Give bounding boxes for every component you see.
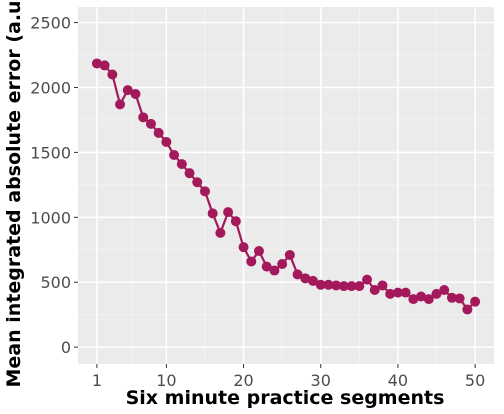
data-point — [354, 281, 365, 292]
data-point — [269, 265, 280, 276]
x-tick-label: 40 — [388, 371, 408, 390]
data-point — [323, 279, 334, 290]
data-point — [145, 118, 156, 129]
data-point — [369, 285, 380, 296]
data-point — [261, 261, 272, 272]
x-tick-label: 20 — [233, 371, 253, 390]
data-point — [253, 246, 264, 257]
data-point — [338, 281, 349, 292]
data-point — [130, 88, 141, 99]
data-point — [207, 208, 218, 219]
data-point — [223, 207, 234, 218]
x-axis-ticks — [96, 364, 476, 368]
data-point — [400, 287, 411, 298]
data-point — [169, 149, 180, 160]
data-point — [161, 137, 172, 148]
y-axis-title: Mean integrated absolute error (a.u.) — [3, 0, 25, 387]
data-point — [215, 227, 226, 238]
data-point — [470, 296, 481, 307]
y-tick-label: 500 — [40, 273, 71, 292]
data-point — [416, 291, 427, 302]
data-point — [346, 281, 357, 292]
data-point — [230, 216, 241, 227]
y-axis-tick-labels: 0 500 1000 1500 2000 2500 — [30, 14, 71, 358]
data-point — [377, 280, 388, 291]
data-point — [308, 275, 319, 286]
data-point — [176, 159, 187, 170]
data-point — [138, 112, 149, 123]
data-points — [91, 58, 481, 315]
data-point — [292, 269, 303, 280]
data-point — [277, 259, 288, 270]
x-tick-label: 50 — [465, 371, 485, 390]
plot-panel — [78, 7, 494, 364]
data-point — [238, 242, 249, 253]
x-tick-label: 10 — [156, 371, 176, 390]
y-tick-label: 1000 — [30, 208, 71, 227]
data-point — [99, 60, 110, 71]
data-point — [423, 294, 434, 305]
data-point — [284, 249, 295, 260]
y-tick-label: 0 — [61, 338, 71, 357]
x-axis-tick-labels: 1 10 20 30 40 50 — [92, 371, 485, 390]
data-point — [192, 177, 203, 188]
y-tick-label: 2000 — [30, 78, 71, 97]
data-point — [439, 285, 450, 296]
x-axis-title: Six minute practice segments — [126, 387, 445, 409]
data-point — [385, 288, 396, 299]
y-tick-label: 2500 — [30, 14, 71, 33]
data-point — [246, 256, 257, 267]
data-point — [431, 288, 442, 299]
data-point — [315, 279, 326, 290]
data-point — [362, 274, 373, 285]
y-axis-ticks — [74, 22, 78, 348]
data-point — [462, 304, 473, 315]
data-point — [199, 186, 210, 197]
data-point — [454, 293, 465, 304]
data-point — [446, 292, 457, 303]
data-point — [300, 273, 311, 284]
data-point — [122, 85, 133, 96]
data-point — [107, 69, 118, 80]
data-point — [91, 58, 102, 69]
data-point — [184, 168, 195, 179]
data-point — [331, 280, 342, 291]
x-tick-label: 30 — [311, 371, 331, 390]
data-point — [408, 294, 419, 305]
data-point — [153, 127, 164, 138]
y-tick-label: 1500 — [30, 143, 71, 162]
data-point — [392, 287, 403, 298]
x-tick-label: 1 — [92, 371, 102, 390]
data-point — [115, 99, 126, 110]
